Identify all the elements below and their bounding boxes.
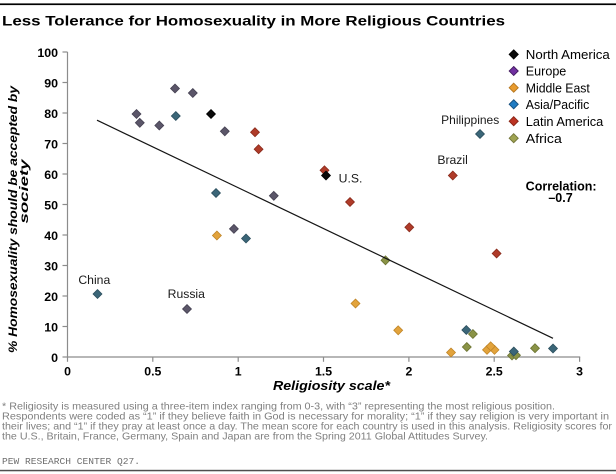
svg-text:–0.7: –0.7 <box>548 191 572 205</box>
svg-text:100: 100 <box>37 46 58 60</box>
svg-text:90: 90 <box>44 77 58 91</box>
svg-text:70: 70 <box>44 138 58 152</box>
svg-text:20: 20 <box>44 290 58 304</box>
svg-text:10: 10 <box>44 321 58 335</box>
svg-text:0.5: 0.5 <box>144 364 161 378</box>
svg-text:30: 30 <box>44 260 58 274</box>
svg-text:Asia/Pacific: Asia/Pacific <box>526 97 590 112</box>
svg-text:Latin America: Latin America <box>526 114 604 129</box>
svg-text:1.5: 1.5 <box>315 364 332 378</box>
svg-text:Less Tolerance for Homosexuali: Less Tolerance for Homosexuality in More… <box>2 14 505 30</box>
svg-text:Africa: Africa <box>526 131 563 146</box>
svg-text:Philippines: Philippines <box>441 113 499 127</box>
svg-text:80: 80 <box>44 107 58 121</box>
svg-text:1: 1 <box>235 364 242 378</box>
svg-text:Respondents were coded as “1”: Respondents were coded as “1” if they be… <box>2 411 609 422</box>
svg-text:Correlation:: Correlation: <box>526 180 597 194</box>
svg-text:Russia: Russia <box>168 287 205 301</box>
svg-text:the U.S., Britain, France, Ger: the U.S., Britain, France, Germany, Spai… <box>2 431 488 442</box>
svg-text:North America: North America <box>526 47 611 62</box>
svg-text:society: society <box>17 157 31 223</box>
svg-text:Brazil: Brazil <box>437 153 467 167</box>
svg-text:their lives; and “1” if they p: their lives; and “1” if they pray at lea… <box>2 421 613 432</box>
svg-text:3: 3 <box>576 364 583 378</box>
svg-text:60: 60 <box>44 168 58 182</box>
svg-text:PEW RESEARCH CENTER Q27.: PEW RESEARCH CENTER Q27. <box>2 456 140 467</box>
svg-text:U.S.: U.S. <box>339 171 363 185</box>
svg-text:Religiosity scale*: Religiosity scale* <box>273 378 391 393</box>
svg-text:* Religiosity is measured usin: * Religiosity is measured using a three-… <box>2 401 555 412</box>
svg-text:50: 50 <box>44 199 58 213</box>
svg-text:0: 0 <box>64 364 71 378</box>
svg-text:2.5: 2.5 <box>486 364 503 378</box>
svg-text:Middle East: Middle East <box>526 80 590 95</box>
svg-text:40: 40 <box>44 229 58 243</box>
svg-text:0: 0 <box>51 351 58 365</box>
svg-text:Europe: Europe <box>526 64 567 79</box>
svg-text:China: China <box>78 273 110 287</box>
svg-text:2: 2 <box>405 364 412 378</box>
svg-text:% Homosexuality should be acce: % Homosexuality should be accepted by <box>6 84 20 353</box>
